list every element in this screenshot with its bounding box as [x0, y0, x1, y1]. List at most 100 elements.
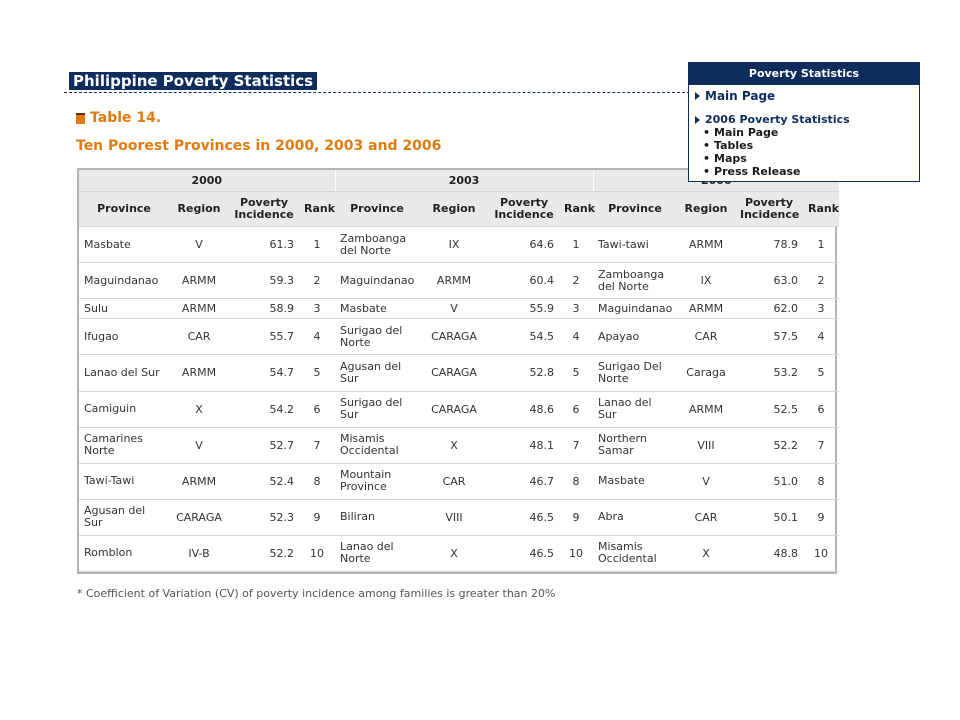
region-cell: V — [169, 226, 229, 264]
title-divider — [64, 92, 690, 93]
table-row: Tawi-Tawi ARMM 52.4 8 Mountain Province CAR 46… — [79, 463, 839, 500]
nav-sub-tables[interactable]: • Tables — [703, 139, 754, 152]
rank-cell: 3 — [559, 298, 593, 320]
province-cell: Masbate — [593, 463, 677, 500]
rank-cell: 4 — [299, 318, 335, 356]
incidence-cell: 52.5 — [735, 391, 803, 428]
region-cell: ARMM — [169, 298, 229, 320]
region-cell: Caraga — [677, 354, 735, 392]
province-cell: Lanao del Sur — [593, 391, 677, 428]
incidence-header: Poverty Incidence — [489, 191, 559, 227]
province-cell: Tawi-tawi — [593, 226, 677, 264]
region-header: Region — [169, 191, 229, 227]
rank-cell: 1 — [299, 226, 335, 264]
region-cell: ARMM — [677, 298, 735, 320]
province-cell: Agusan del Sur — [79, 499, 169, 536]
square-bullet-icon — [76, 112, 85, 124]
incidence-cell: 51.0 — [735, 463, 803, 500]
table-row: Romblon IV-B 52.2 10 Lanao del Norte X 46.5 10 M… — [79, 535, 839, 573]
incidence-header: Poverty Incidence — [229, 191, 299, 227]
region-cell: IX — [419, 226, 489, 264]
region-cell: ARMM — [677, 391, 735, 428]
incidence-cell: 52.8 — [489, 354, 559, 392]
province-cell: Camarines Norte — [79, 427, 169, 464]
province-header: Province — [593, 191, 677, 227]
table-row: Maguindanao ARMM 59.3 2 Maguindanao ARMM 60.4 2… — [79, 262, 839, 300]
incidence-cell: 58.9 — [229, 298, 299, 320]
incidence-cell: 78.9 — [735, 226, 803, 264]
region-cell: ARMM — [419, 262, 489, 300]
region-cell: V — [419, 298, 489, 320]
incidence-cell: 57.5 — [735, 318, 803, 356]
region-cell: CAR — [169, 318, 229, 356]
rank-cell: 1 — [559, 226, 593, 264]
province-cell: Mountain Province — [335, 463, 419, 500]
incidence-cell: 52.2 — [735, 427, 803, 464]
rank-cell: 6 — [803, 391, 839, 428]
table-row: Lanao del Sur ARMM 54.7 5 Agusan del Sur CARA… — [79, 354, 839, 392]
incidence-cell: 48.1 — [489, 427, 559, 464]
site-title: Philippine Poverty Statistics — [69, 72, 318, 90]
incidence-cell: 63.0 — [735, 262, 803, 300]
table-title: Ten Poorest Provinces in 2000, 2003 and … — [76, 138, 442, 154]
nav-sub-press-release[interactable]: • Press Release — [703, 165, 801, 178]
incidence-cell: 54.2 — [229, 391, 299, 428]
table-label: Table 14. — [76, 110, 161, 126]
footnote: * Coefficient of Variation (CV) of pover… — [77, 587, 556, 600]
province-cell: Ifugao — [79, 318, 169, 356]
region-cell: X — [677, 535, 735, 573]
rank-cell: 10 — [559, 535, 593, 573]
province-cell: Abra — [593, 499, 677, 536]
province-cell: Surigao Del Norte — [593, 354, 677, 392]
rank-cell: 8 — [803, 463, 839, 500]
table-body: Masbate V 61.3 1 Zamboanga del Norte IX 64.6 1 T… — [79, 226, 839, 573]
triangle-right-icon — [695, 115, 700, 124]
triangle-right-icon — [695, 92, 700, 100]
rank-cell: 7 — [803, 427, 839, 464]
incidence-cell: 52.7 — [229, 427, 299, 464]
region-cell: VIII — [677, 427, 735, 464]
incidence-cell: 52.2 — [229, 535, 299, 573]
province-cell: Maguindanao — [593, 298, 677, 320]
rank-header: Rank — [803, 191, 839, 227]
province-cell: Apayao — [593, 318, 677, 356]
region-cell: CARAGA — [419, 391, 489, 428]
rank-cell: 8 — [299, 463, 335, 500]
region-cell: V — [677, 463, 735, 500]
nav-main-page-link[interactable]: Main Page — [695, 89, 775, 103]
province-cell: Romblon — [79, 535, 169, 573]
incidence-cell: 60.4 — [489, 262, 559, 300]
nav-sub-maps[interactable]: • Maps — [703, 152, 747, 165]
region-header: Region — [677, 191, 735, 227]
nav-2006-stats-link[interactable]: 2006 Poverty Statistics — [695, 113, 850, 126]
region-cell: ARMM — [169, 463, 229, 500]
region-cell: X — [419, 535, 489, 573]
incidence-cell: 48.6 — [489, 391, 559, 428]
column-header-row: Province Region Poverty Incidence Rank P… — [79, 191, 839, 227]
rank-cell: 8 — [559, 463, 593, 500]
region-cell: ARMM — [169, 354, 229, 392]
region-cell: V — [169, 427, 229, 464]
province-cell: Surigao del Sur — [335, 391, 419, 428]
incidence-cell: 53.2 — [735, 354, 803, 392]
rank-cell: 5 — [803, 354, 839, 392]
rank-cell: 10 — [803, 535, 839, 573]
province-cell: Misamis Occidental — [335, 427, 419, 464]
poverty-stats-nav: Poverty Statistics Main Page 2006 Povert… — [688, 62, 920, 182]
nav-main-page-label: Main Page — [705, 89, 776, 103]
rank-cell: 7 — [559, 427, 593, 464]
province-cell: Agusan del Sur — [335, 354, 419, 392]
province-cell: Lanao del Norte — [335, 535, 419, 573]
nav-sub-main-page[interactable]: • Main Page — [703, 126, 779, 139]
incidence-cell: 50.1 — [735, 499, 803, 536]
poverty-table: 2000 2003 2006 Province Region Poverty I… — [79, 170, 839, 573]
rank-cell: 4 — [559, 318, 593, 356]
province-cell: Surigao del Norte — [335, 318, 419, 356]
poverty-table-frame: 2000 2003 2006 Province Region Poverty I… — [77, 168, 839, 574]
incidence-cell: 55.9 — [489, 298, 559, 320]
rank-cell: 6 — [559, 391, 593, 428]
province-header: Province — [79, 191, 169, 227]
rank-cell: 5 — [299, 354, 335, 392]
region-cell: CARAGA — [419, 354, 489, 392]
rank-header: Rank — [299, 191, 335, 227]
